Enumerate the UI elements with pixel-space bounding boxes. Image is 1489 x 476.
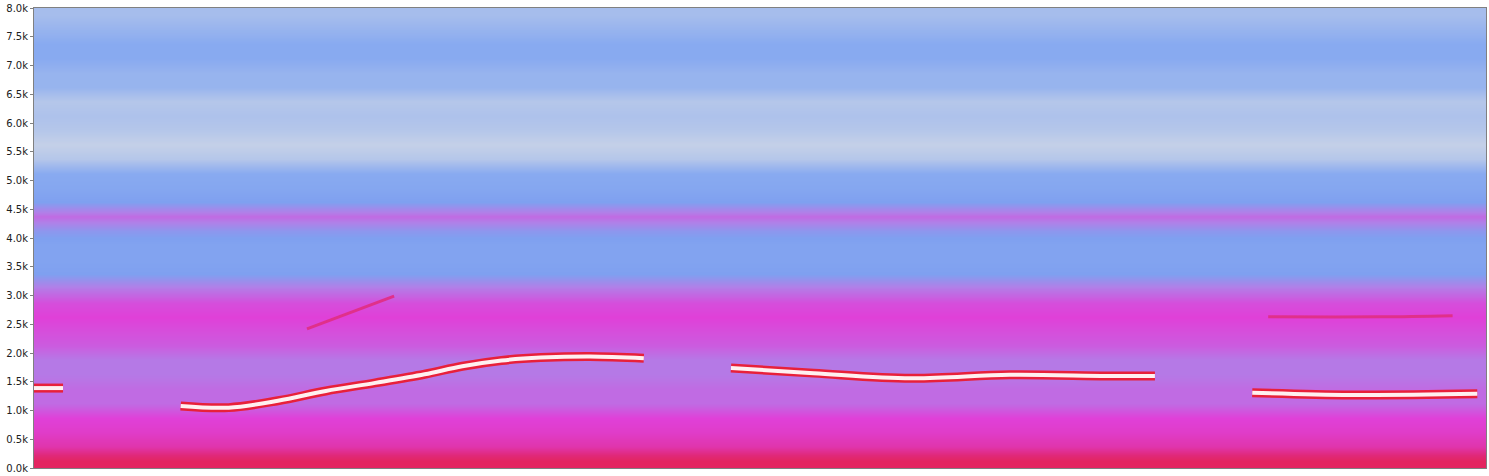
svg-text:1.0k: 1.0k [6, 405, 28, 416]
svg-text:3.0k: 3.0k [6, 290, 28, 301]
svg-text:2.5k: 2.5k [6, 319, 28, 330]
svg-text:0.5k: 0.5k [6, 434, 28, 445]
svg-text:7.0k: 7.0k [6, 60, 28, 71]
svg-text:3.5k: 3.5k [6, 261, 28, 272]
svg-text:8.0k: 8.0k [6, 3, 28, 14]
svg-text:4.0k: 4.0k [6, 233, 28, 244]
svg-text:7.5k: 7.5k [6, 31, 28, 42]
svg-text:6.5k: 6.5k [6, 89, 28, 100]
svg-text:5.0k: 5.0k [6, 175, 28, 186]
svg-text:2.0k: 2.0k [6, 348, 28, 359]
svg-text:6.0k: 6.0k [6, 118, 28, 129]
svg-text:1.5k: 1.5k [6, 376, 28, 387]
svg-text:5.5k: 5.5k [6, 146, 28, 157]
svg-text:0.0k: 0.0k [6, 463, 28, 474]
svg-text:4.5k: 4.5k [6, 204, 28, 215]
